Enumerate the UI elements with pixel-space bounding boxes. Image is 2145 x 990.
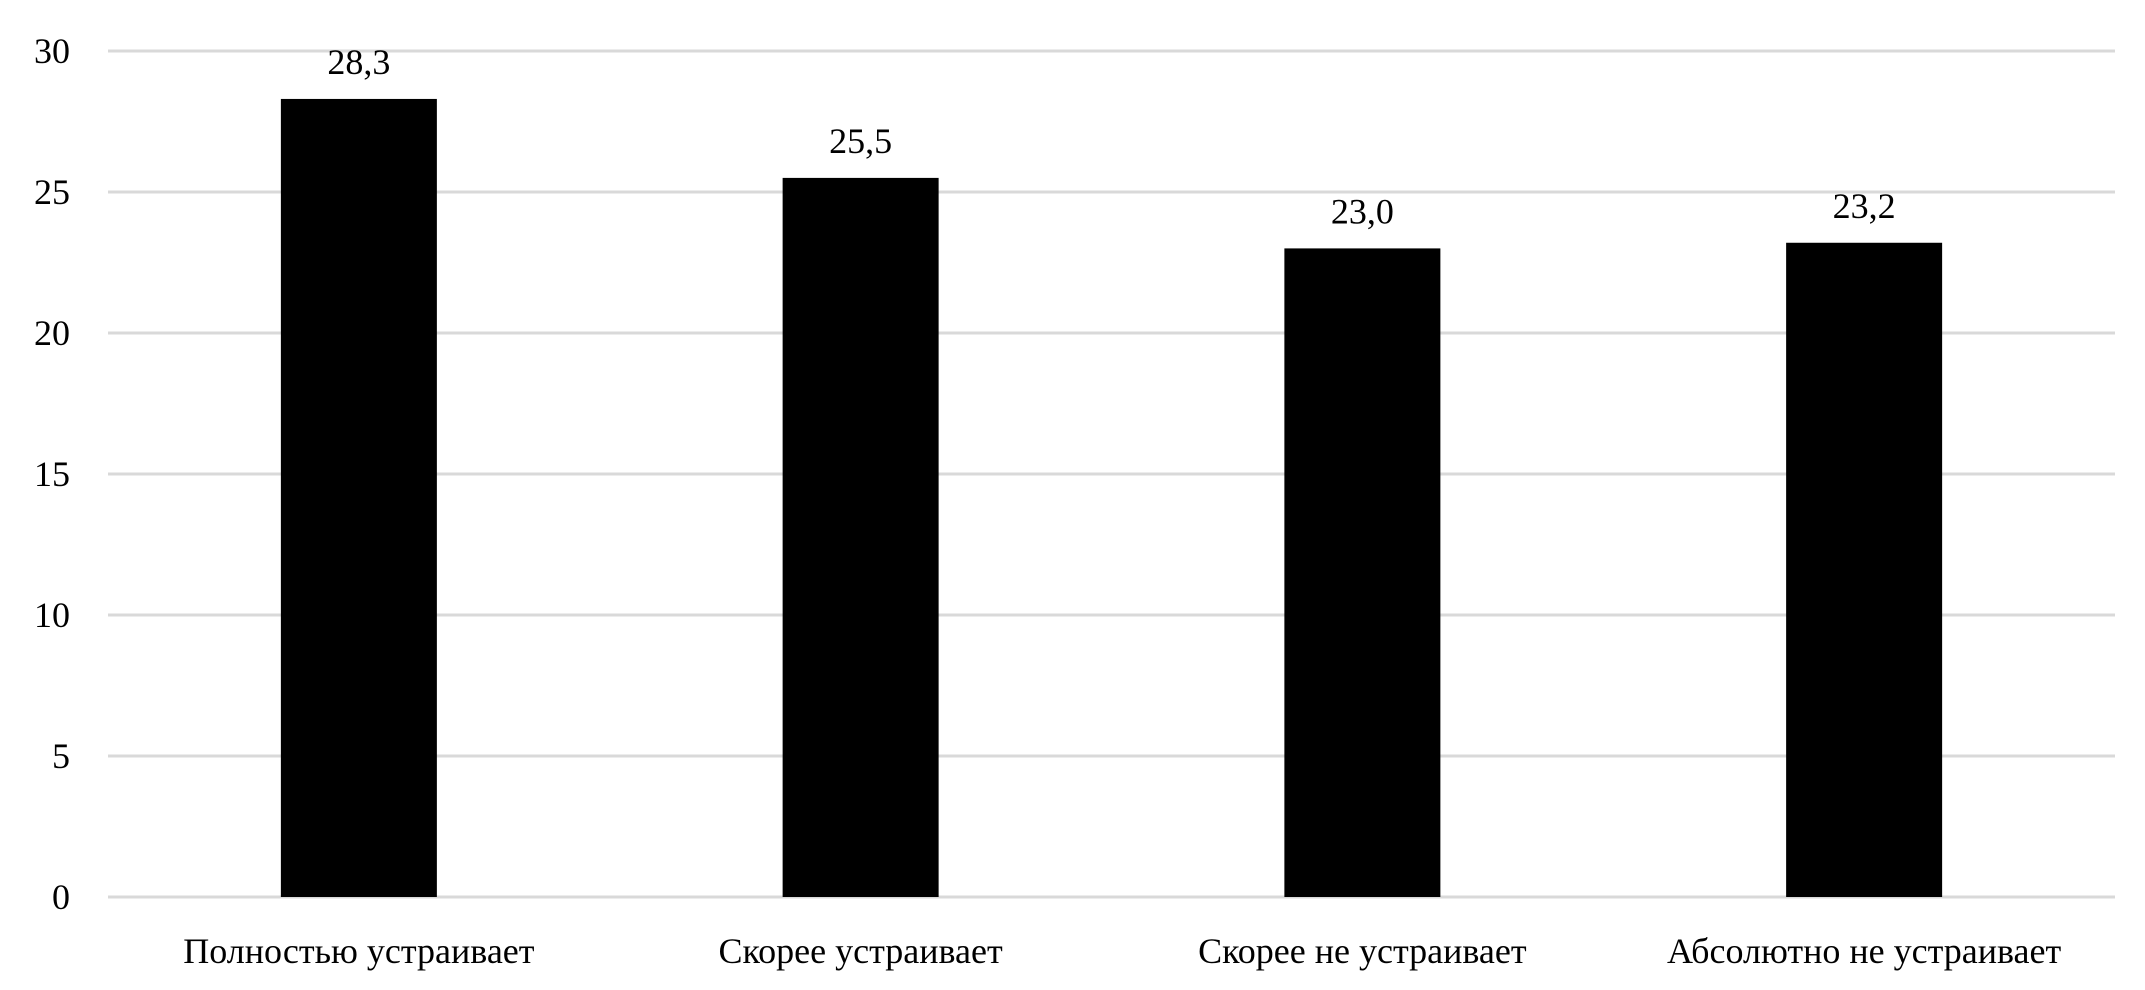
bar bbox=[1284, 248, 1441, 897]
bars bbox=[280, 98, 1943, 897]
x-tick-label: Скорее не устраивает bbox=[1198, 931, 1527, 971]
x-tick-label: Абсолютно не устраивает bbox=[1667, 931, 2061, 971]
bar bbox=[1786, 242, 1943, 897]
y-tick-label: 25 bbox=[34, 172, 70, 212]
y-axis-tick-labels: 0 5 10 15 20 25 30 bbox=[34, 31, 70, 917]
x-axis-category-labels: Полностью устраивает Скорее устраивает Ско… bbox=[183, 931, 2061, 971]
data-label: 23,0 bbox=[1331, 191, 1394, 231]
y-tick-label: 5 bbox=[52, 736, 70, 776]
y-tick-label: 30 bbox=[34, 31, 70, 71]
gridlines bbox=[108, 49, 2115, 899]
y-tick-label: 20 bbox=[34, 313, 70, 353]
data-labels: 28,3 25,5 23,0 23,2 bbox=[327, 42, 1895, 231]
y-tick-label: 0 bbox=[52, 877, 70, 917]
x-tick-label: Полностью устраивает bbox=[183, 931, 535, 971]
x-tick-label: Скорее устраивает bbox=[719, 931, 1004, 971]
data-label: 28,3 bbox=[327, 42, 390, 82]
bar bbox=[280, 98, 437, 897]
y-tick-label: 10 bbox=[34, 595, 70, 635]
data-label: 23,2 bbox=[1833, 186, 1896, 226]
bar bbox=[782, 177, 939, 897]
y-tick-label: 15 bbox=[34, 454, 70, 494]
data-label: 25,5 bbox=[829, 121, 892, 161]
